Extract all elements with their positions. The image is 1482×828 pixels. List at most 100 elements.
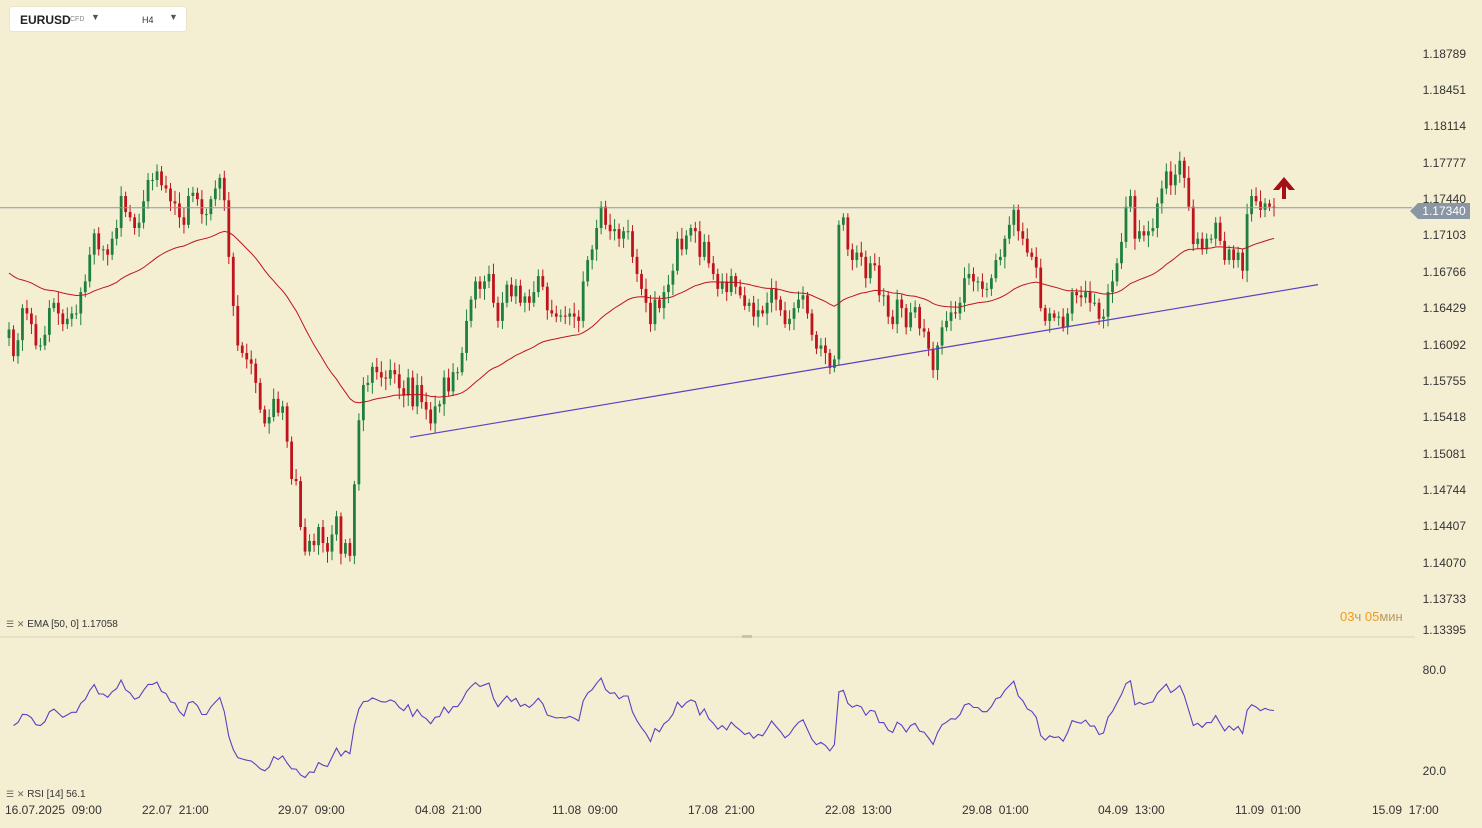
bullish-candle[interactable] bbox=[1178, 160, 1182, 175]
bearish-candle[interactable] bbox=[859, 252, 863, 257]
bearish-candle[interactable] bbox=[527, 296, 531, 303]
bearish-candle[interactable] bbox=[891, 316, 895, 325]
bearish-candle[interactable] bbox=[245, 352, 249, 360]
bearish-candle[interactable] bbox=[30, 313, 33, 325]
bullish-candle[interactable] bbox=[945, 320, 948, 328]
bearish-candle[interactable] bbox=[1268, 203, 1271, 207]
bullish-candle[interactable] bbox=[370, 366, 374, 383]
bullish-candle[interactable] bbox=[456, 372, 459, 374]
bullish-candle[interactable] bbox=[1111, 281, 1114, 293]
bullish-candle[interactable] bbox=[590, 249, 594, 261]
bearish-candle[interactable] bbox=[397, 374, 401, 389]
bearish-candle[interactable] bbox=[299, 481, 302, 528]
bullish-candle[interactable] bbox=[998, 256, 1002, 261]
bearish-candle[interactable] bbox=[402, 388, 406, 396]
bearish-candle[interactable] bbox=[631, 231, 634, 257]
bearish-candle[interactable] bbox=[608, 224, 612, 232]
bearish-candle[interactable] bbox=[196, 192, 199, 200]
indicator-settings-icon[interactable]: ☰ bbox=[6, 619, 15, 629]
bullish-candle[interactable] bbox=[963, 278, 966, 303]
bearish-candle[interactable] bbox=[550, 310, 554, 314]
bearish-candle[interactable] bbox=[554, 313, 558, 317]
bearish-candle[interactable] bbox=[518, 285, 522, 303]
bullish-candle[interactable] bbox=[21, 308, 24, 341]
bullish-candle[interactable] bbox=[599, 206, 603, 229]
bearish-candle[interactable] bbox=[1200, 238, 1204, 250]
bearish-candle[interactable] bbox=[541, 276, 545, 287]
bearish-candle[interactable] bbox=[1223, 240, 1227, 261]
bearish-candle[interactable] bbox=[846, 217, 850, 250]
bullish-candle[interactable] bbox=[1236, 252, 1240, 261]
bullish-candle[interactable] bbox=[335, 516, 338, 535]
bullish-candle[interactable] bbox=[505, 284, 509, 303]
bearish-candle[interactable] bbox=[1254, 195, 1258, 202]
bullish-candle[interactable] bbox=[474, 281, 477, 300]
bullish-candle[interactable] bbox=[70, 313, 74, 319]
bearish-candle[interactable] bbox=[635, 256, 639, 274]
bullish-candle[interactable] bbox=[415, 384, 419, 407]
bearish-candle[interactable] bbox=[61, 313, 65, 325]
bearish-candle[interactable] bbox=[649, 302, 652, 325]
bullish-candle[interactable] bbox=[622, 231, 625, 239]
bullish-candle[interactable] bbox=[142, 201, 145, 223]
bullish-candle[interactable] bbox=[119, 195, 123, 229]
caret-down-icon[interactable]: ▼ bbox=[91, 12, 100, 22]
bullish-candle[interactable] bbox=[74, 313, 78, 315]
bearish-candle[interactable] bbox=[1133, 195, 1137, 239]
bearish-candle[interactable] bbox=[810, 313, 814, 335]
bullish-candle[interactable] bbox=[832, 359, 836, 368]
bullish-candle[interactable] bbox=[841, 217, 845, 225]
bullish-candle[interactable] bbox=[155, 171, 159, 180]
rsi-legend[interactable]: ☰ ✕ RSI [14] 56.1 bbox=[6, 789, 86, 800]
bearish-candle[interactable] bbox=[644, 288, 648, 303]
bullish-candle[interactable] bbox=[469, 299, 473, 321]
bullish-candle[interactable] bbox=[1093, 302, 1096, 304]
bullish-candle[interactable] bbox=[882, 295, 886, 297]
bullish-candle[interactable] bbox=[1250, 195, 1253, 215]
bullish-candle[interactable] bbox=[137, 222, 141, 229]
bearish-candle[interactable] bbox=[886, 295, 890, 317]
bullish-candle[interactable] bbox=[151, 179, 154, 181]
bearish-candle[interactable] bbox=[1232, 249, 1236, 261]
bearish-candle[interactable] bbox=[276, 398, 280, 413]
bullish-candle[interactable] bbox=[1007, 224, 1011, 239]
bullish-candle[interactable] bbox=[837, 224, 841, 360]
bearish-candle[interactable] bbox=[182, 217, 186, 225]
bullish-candle[interactable] bbox=[65, 318, 69, 325]
bullish-candle[interactable] bbox=[47, 308, 51, 335]
bearish-candle[interactable] bbox=[420, 384, 424, 403]
bearish-candle[interactable] bbox=[577, 316, 581, 321]
bullish-candle[interactable] bbox=[1173, 174, 1177, 186]
bearish-candle[interactable] bbox=[658, 299, 661, 309]
bullish-candle[interactable] bbox=[39, 345, 42, 347]
bearish-candle[interactable] bbox=[326, 543, 329, 552]
bullish-candle[interactable] bbox=[532, 292, 536, 303]
bearish-candle[interactable] bbox=[56, 302, 60, 314]
bullish-candle[interactable] bbox=[1102, 316, 1105, 319]
bullish-candle[interactable] bbox=[765, 302, 769, 314]
bullish-candle[interactable] bbox=[353, 484, 356, 556]
bullish-candle[interactable] bbox=[308, 540, 311, 552]
bullish-candle[interactable] bbox=[79, 292, 83, 314]
bearish-candle[interactable] bbox=[1169, 171, 1173, 186]
bullish-candle[interactable] bbox=[994, 260, 998, 279]
bullish-candle[interactable] bbox=[1003, 238, 1007, 257]
bullish-candle[interactable] bbox=[1120, 241, 1123, 264]
bullish-candle[interactable] bbox=[940, 327, 944, 346]
bearish-candle[interactable] bbox=[743, 295, 747, 306]
pane-resize-handle[interactable] bbox=[742, 635, 752, 638]
bearish-candle[interactable] bbox=[1025, 238, 1029, 253]
bearish-candle[interactable] bbox=[904, 308, 908, 328]
bullish-candle[interactable] bbox=[756, 310, 760, 317]
bullish-candle[interactable] bbox=[514, 285, 518, 297]
bearish-candle[interactable] bbox=[164, 185, 168, 189]
bearish-candle[interactable] bbox=[617, 229, 621, 239]
bearish-candle[interactable] bbox=[312, 540, 316, 546]
bearish-candle[interactable] bbox=[321, 527, 325, 544]
bullish-candle[interactable] bbox=[936, 345, 939, 371]
bearish-candle[interactable] bbox=[496, 302, 500, 321]
bearish-candle[interactable] bbox=[1218, 222, 1222, 241]
bearish-candle[interactable] bbox=[918, 307, 922, 329]
bullish-candle[interactable] bbox=[770, 288, 773, 303]
bearish-candle[interactable] bbox=[954, 312, 957, 314]
